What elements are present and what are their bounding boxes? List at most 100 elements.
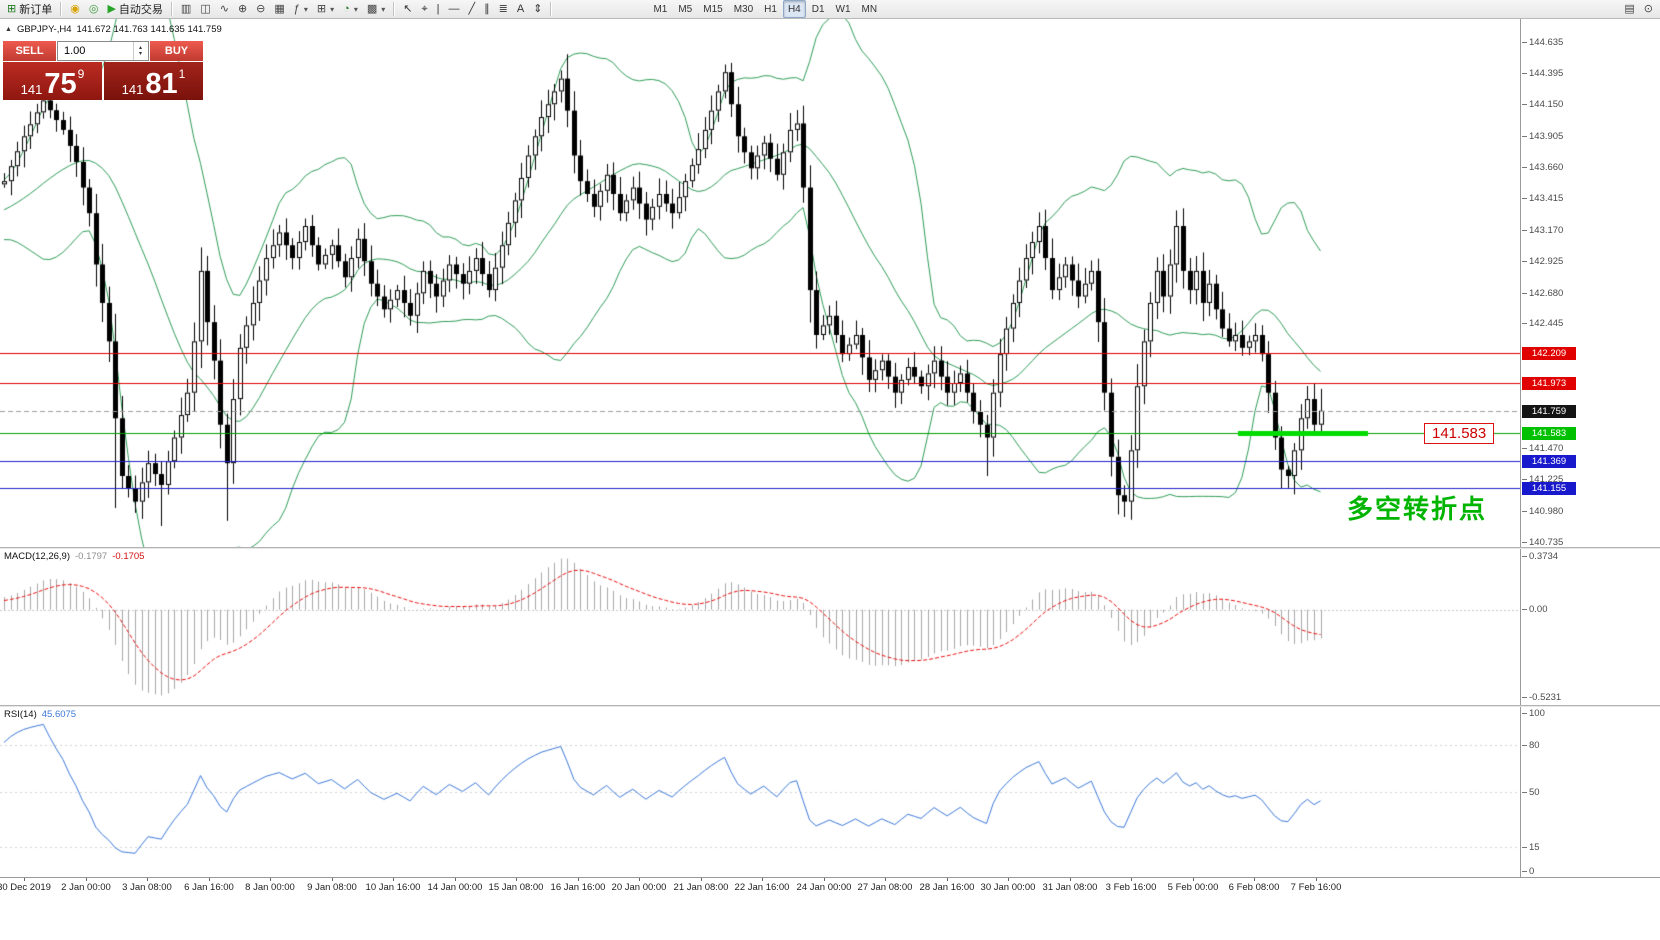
crosshair-icon: ⌖	[421, 2, 428, 15]
time-axis-label: 16 Jan 16:00	[550, 882, 606, 893]
time-axis-label: 7 Feb 16:00	[1290, 882, 1342, 893]
timeframe-mn[interactable]: MN	[857, 0, 883, 18]
line-chart-icon[interactable]: ∿	[216, 0, 233, 18]
timeframe-d1[interactable]: D1	[807, 0, 830, 18]
chart-list-icon[interactable]: ▤	[1620, 0, 1638, 18]
volume-stepper[interactable]: ▴ ▾	[133, 42, 147, 60]
zoom-in-icon: ⊕	[237, 2, 248, 15]
bar-chart-icon: ▥	[180, 2, 192, 15]
timeframe-h4[interactable]: H4	[782, 0, 806, 18]
signals-icon: ◎	[88, 2, 99, 15]
signals-icon[interactable]: ◎	[85, 0, 103, 18]
turning-point-annotation: 多空转折点	[1347, 494, 1488, 524]
time-axis-label: 14 Jan 00:00	[427, 882, 483, 893]
time-axis-label: 6 Feb 08:00	[1228, 882, 1280, 893]
new-chart-icon[interactable]: ⊞ ▾	[313, 0, 338, 18]
trendline-icon[interactable]: ╱	[465, 0, 480, 18]
timeframe-m30[interactable]: M30	[729, 0, 758, 18]
equidistant-channel-icon: ∥	[484, 2, 490, 15]
timeframe-m1[interactable]: M1	[648, 0, 672, 18]
sound-icon: ◉	[70, 2, 80, 15]
macd-panel-canvas[interactable]	[0, 549, 1520, 705]
price-level-callout: 141.583	[1424, 423, 1495, 444]
timeframe-h1-label: H1	[764, 3, 777, 15]
vertical-line-icon[interactable]: |	[433, 0, 444, 18]
autotrading-button-label: 自动交易	[118, 4, 163, 16]
time-tick	[824, 878, 825, 881]
new-chart-icon: ⊞	[316, 2, 327, 15]
templates-icon[interactable]: ▩ ▾	[363, 0, 389, 18]
time-tick	[1131, 878, 1132, 881]
panel-splitter[interactable]	[0, 547, 1660, 549]
volume-input[interactable]	[58, 45, 148, 57]
macd-label: MACD(12,26,9)	[4, 551, 70, 562]
search-icon[interactable]: ⊙	[1640, 0, 1657, 18]
time-axis-label: 28 Jan 16:00	[919, 882, 975, 893]
bar-chart-icon[interactable]: ▥	[177, 0, 195, 18]
spin-down-icon[interactable]: ▾	[138, 51, 142, 57]
price-tick-label: 142.445	[1521, 317, 1564, 329]
trendline-icon: ╱	[468, 2, 476, 15]
timeframe-m5[interactable]: M5	[673, 0, 697, 18]
indicators-icon[interactable]: ƒ ▾	[290, 0, 312, 18]
time-tick	[332, 878, 333, 881]
zoom-out-icon: ⊖	[256, 2, 266, 15]
sell-price-prefix: 141	[20, 81, 43, 97]
main-chart-canvas[interactable]	[0, 19, 1520, 547]
templates-icon: ▩	[366, 2, 378, 15]
timeframe-m15[interactable]: M15	[698, 0, 727, 18]
new-order-button[interactable]: ⊞ 新订单	[3, 0, 56, 18]
price-tick-label: 143.170	[1521, 224, 1564, 236]
zoom-in-icon[interactable]: ⊕	[234, 0, 251, 18]
macd-axis-label: 0.3734	[1521, 551, 1559, 562]
rsi-axis: 100 80 50 15 0	[1521, 707, 1660, 877]
chart-list-icon: ▤	[1624, 2, 1635, 15]
arrows-icon: ⇕	[533, 2, 543, 15]
zoom-out-icon[interactable]: ⊖	[252, 0, 269, 18]
panel-splitter[interactable]	[0, 705, 1660, 707]
spin-up-icon[interactable]: ▴	[138, 45, 142, 51]
time-tick	[24, 878, 25, 881]
price-tick-label: 141.470	[1521, 442, 1564, 454]
time-axis-label: 31 Jan 08:00	[1042, 882, 1098, 893]
buy-price-sup: 1	[178, 67, 186, 81]
price-axis-border	[1520, 19, 1521, 895]
time-tick	[1316, 878, 1317, 881]
buy-price-button[interactable]: 141 81 1	[104, 62, 203, 100]
sell-price-button[interactable]: 141 75 9	[3, 62, 102, 100]
macd-signal-value: -0.1705	[112, 551, 145, 562]
time-tick	[455, 878, 456, 881]
fibonacci-icon[interactable]: ≣	[495, 0, 512, 18]
crosshair-icon[interactable]: ⌖	[417, 0, 431, 18]
time-axis-label: 5 Feb 00:00	[1167, 882, 1219, 893]
rsi-axis-label: 15	[1522, 842, 1540, 854]
horizontal-line-icon[interactable]: —	[445, 0, 464, 18]
one-click-trading-panel: SELL ▴ ▾ BUY 141 75 9 141 81 1	[3, 41, 203, 100]
rsi-panel-canvas[interactable]	[0, 707, 1520, 877]
candlestick-chart-icon[interactable]: ◫	[196, 0, 214, 18]
buy-button[interactable]: BUY	[150, 41, 203, 61]
price-tick-label: 140.735	[1521, 537, 1564, 548]
timeframe-w1[interactable]: W1	[831, 0, 856, 18]
chevron-down-icon: ▾	[381, 4, 386, 14]
fibonacci-icon: ≣	[498, 2, 508, 15]
tile-windows-icon[interactable]: ▦	[270, 0, 288, 18]
rsi-axis-label: 100	[1522, 708, 1545, 719]
rsi-axis-label: 0	[1521, 866, 1535, 877]
price-tick-label: 144.150	[1521, 99, 1564, 111]
chart-header: ▲ GBPJPY-,H4 141.672 141.763 141.635 141…	[5, 24, 222, 35]
price-tag: 141.155	[1522, 482, 1576, 496]
periods-icon[interactable]: ◔ ▾	[339, 0, 362, 18]
sound-icon[interactable]: ◉	[66, 0, 84, 18]
timeframe-h1[interactable]: H1	[759, 0, 782, 18]
sell-button[interactable]: SELL	[3, 41, 56, 61]
timeframe-w1-label: W1	[835, 3, 851, 15]
autotrading-button[interactable]: ▶ 自动交易	[103, 0, 166, 18]
cursor-icon[interactable]: ↖	[399, 0, 416, 18]
text-label-icon[interactable]: A	[513, 0, 528, 18]
autotrading-icon: ▶	[107, 2, 116, 15]
equidistant-channel-icon[interactable]: ∥	[480, 0, 494, 18]
arrows-icon[interactable]: ⇕	[529, 0, 546, 18]
sell-price-sup: 9	[77, 67, 85, 81]
